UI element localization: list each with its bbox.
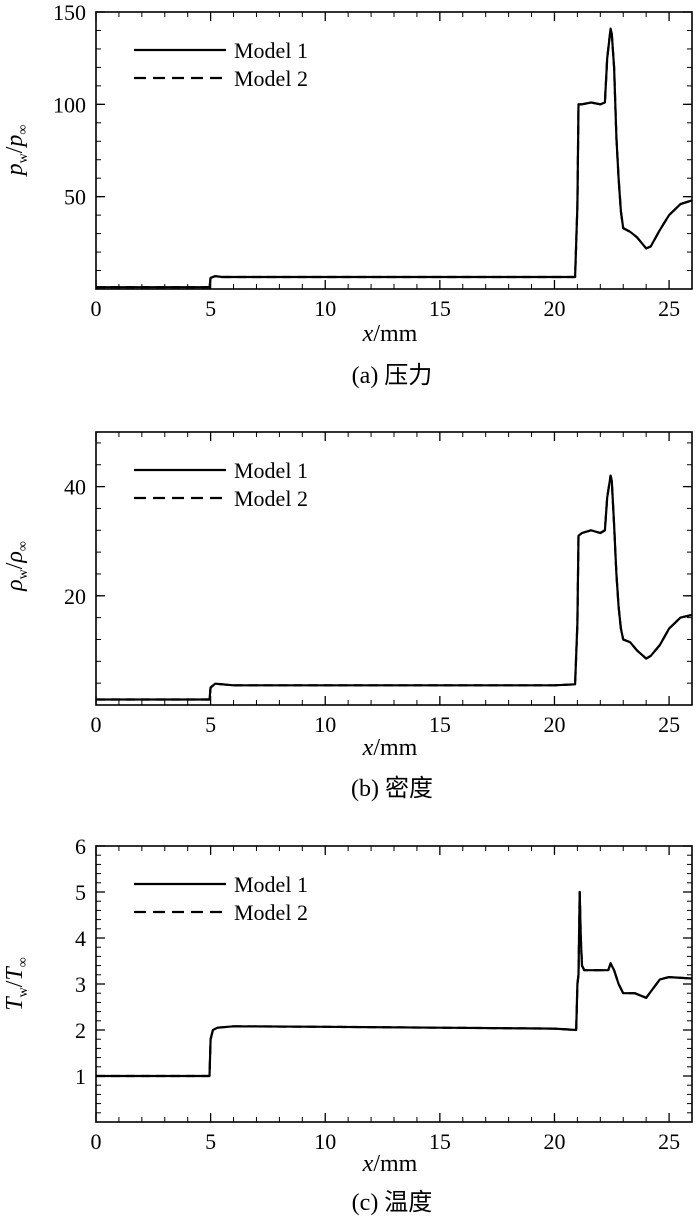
x-tick-label: 25: [658, 1129, 680, 1154]
plot-frame: [95, 845, 693, 1123]
legend-label-1: Model 1: [234, 38, 308, 63]
series-line-2: [96, 27, 693, 289]
y-tick-label: 150: [53, 0, 86, 25]
chart-panel-pressure: 0 5 10 15 20 25 50 100 150 Model 1 Model 2 pw/p∞ x…: [2, 0, 693, 389]
x-tick-label: 0: [91, 1129, 102, 1154]
x-axis-title: x/mm: [362, 735, 418, 761]
y-tick-label: 2: [75, 1018, 86, 1043]
y-axis-title: Tw/T∞: [2, 957, 31, 1011]
plot-area: 0 5 10 15 20 25 50 100 150 Model 1 Model 2: [53, 0, 693, 321]
y-tick-label: 3: [75, 972, 86, 997]
x-tick-label: 10: [314, 296, 336, 321]
plot-frame: [95, 431, 693, 706]
series-line-2: [96, 890, 693, 1078]
legend-label-2: Model 2: [234, 900, 308, 925]
x-tick-label: 25: [658, 296, 680, 321]
x-tick-label: 25: [658, 712, 680, 737]
y-tick-label: 5: [75, 880, 86, 905]
y-tick-label: 6: [75, 834, 86, 859]
y-axis-title: ρw/ρ∞: [2, 541, 31, 592]
plot-frame: [95, 11, 693, 290]
series-line-1: [96, 27, 693, 289]
x-tick-label: 10: [314, 712, 336, 737]
x-tick-label: 20: [543, 712, 565, 737]
x-tick-label: 10: [314, 1129, 336, 1154]
y-tick-label: 4: [75, 926, 86, 951]
x-tick-label: 20: [543, 296, 565, 321]
plot-area: 0 5 10 15 20 25 20 40 Model 1 Model 2: [64, 431, 693, 737]
panel-caption: (b) 密度: [351, 775, 433, 802]
x-tick-label: 5: [205, 712, 216, 737]
legend-label-1: Model 1: [234, 872, 308, 897]
panel-caption: (a) 压力: [352, 362, 433, 389]
x-tick-label: 5: [205, 1129, 216, 1154]
y-tick-label: 40: [64, 475, 86, 500]
x-tick-label: 20: [543, 1129, 565, 1154]
series-line-2: [96, 474, 693, 701]
x-axis-title: x/mm: [362, 1151, 418, 1177]
x-tick-label: 15: [429, 712, 451, 737]
chart-panel-temperature: 0 5 10 15 20 25 1 2 3 4 5 6 Model 1 Model 2 Tw/T∞ x/m…: [2, 834, 693, 1216]
panel-caption: (c) 温度: [352, 1189, 433, 1216]
y-tick-label: 20: [64, 584, 86, 609]
legend-label-2: Model 2: [234, 66, 308, 91]
x-tick-label: 5: [205, 296, 216, 321]
x-tick-label: 0: [91, 712, 102, 737]
series-line-1: [96, 890, 693, 1078]
series-line-1: [96, 474, 693, 701]
x-tick-label: 15: [429, 1129, 451, 1154]
y-tick-label: 50: [64, 185, 86, 210]
legend-label-1: Model 1: [234, 458, 308, 483]
x-axis-title: x/mm: [362, 321, 418, 347]
y-tick-label: 1: [75, 1064, 86, 1089]
x-tick-label: 0: [91, 296, 102, 321]
y-tick-label: 100: [53, 92, 86, 117]
y-axis-title: pw/p∞: [2, 125, 31, 178]
legend-label-2: Model 2: [234, 486, 308, 511]
x-tick-label: 15: [429, 296, 451, 321]
plot-area: 0 5 10 15 20 25 1 2 3 4 5 6 Model 1 Model 2: [75, 834, 693, 1154]
